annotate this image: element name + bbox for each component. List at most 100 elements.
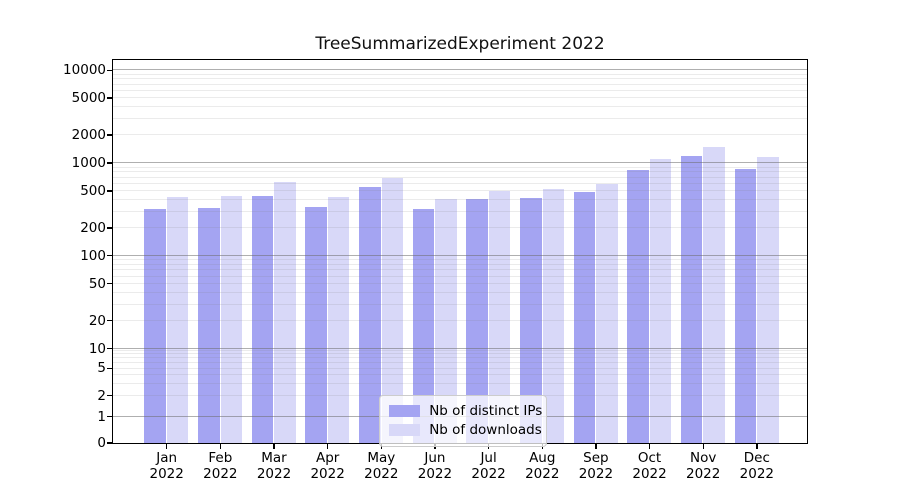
bars-layer <box>113 60 807 443</box>
gridline-8 <box>113 353 807 355</box>
x-tick-mark-dec <box>756 443 758 449</box>
y-tick-label-50: 50 <box>88 275 106 292</box>
y-tick-label-2: 2 <box>97 387 106 404</box>
legend-swatch-distinct-ips <box>389 405 421 418</box>
x-tick-label-feb: Feb 2022 <box>203 450 238 482</box>
gridline-20 <box>113 319 807 321</box>
gridline-700 <box>113 176 807 178</box>
legend-swatch-downloads <box>389 424 421 437</box>
gridline-200 <box>113 227 807 229</box>
bar-downloads-jan <box>166 196 189 443</box>
bar-distinct-ips-oct <box>627 170 649 443</box>
bar-distinct-ips-may <box>359 187 381 443</box>
bar-distinct-ips-sep <box>573 191 596 443</box>
x-tick-mark-jan <box>166 443 168 449</box>
y-tick-mark-50 <box>106 283 113 285</box>
bar-downloads-jun <box>435 198 457 443</box>
legend-item-downloads: Nb of downloads <box>389 421 542 440</box>
y-tick-mark-2000 <box>106 134 113 136</box>
x-tick-mark-oct <box>648 443 651 449</box>
gridline-10 <box>113 347 807 349</box>
gridline-5 <box>113 367 807 369</box>
gridline-60 <box>113 275 807 277</box>
y-tick-label-5000: 5000 <box>71 90 106 107</box>
y-tick-label-0: 0 <box>97 435 106 451</box>
bar-downloads-may <box>381 178 404 443</box>
y-tick-label-500: 500 <box>80 182 106 199</box>
x-tick-label-sep: Sep 2022 <box>578 450 614 482</box>
gridline-3000 <box>113 118 807 120</box>
gridline-6000 <box>113 90 807 92</box>
y-tick-label-1000: 1000 <box>71 155 106 171</box>
y-tick-label-10000: 10000 <box>63 62 106 79</box>
gridline-900 <box>113 166 807 168</box>
gridline-1000 <box>113 162 807 164</box>
x-tick-label-jul: Jul 2022 <box>471 450 506 482</box>
gridline-400 <box>113 199 807 201</box>
gridline-300 <box>113 210 807 212</box>
gridline-2000 <box>113 134 807 136</box>
x-tick-label-apr: Apr 2022 <box>310 450 345 482</box>
gridline-100 <box>113 255 807 257</box>
bar-distinct-ips-feb <box>198 208 220 443</box>
gridline-7 <box>113 357 807 359</box>
x-tick-mark-apr <box>326 443 329 449</box>
gridline-9000 <box>113 73 807 75</box>
bar-distinct-ips-apr <box>305 207 327 443</box>
bar-downloads-oct <box>649 159 672 443</box>
gridline-7000 <box>113 83 807 85</box>
gridline-70 <box>113 269 807 271</box>
y-tick-mark-100 <box>106 255 113 257</box>
bar-downloads-mar <box>274 181 296 443</box>
bar-downloads-dec <box>757 156 779 443</box>
bar-downloads-jul <box>488 191 511 443</box>
bar-distinct-ips-nov <box>680 156 703 443</box>
x-tick-label-aug: Aug 2022 <box>525 450 560 482</box>
y-tick-label-200: 200 <box>80 219 106 236</box>
y-tick-mark-20 <box>106 319 113 322</box>
y-tick-mark-10000 <box>106 69 113 71</box>
y-tick-mark-500 <box>106 190 113 192</box>
gridline-600 <box>113 182 807 184</box>
y-tick-mark-5 <box>106 367 113 369</box>
gridline-800 <box>113 171 807 173</box>
bar-distinct-ips-dec <box>734 169 757 443</box>
legend-label-distinct-ips: Nb of distinct IPs <box>429 403 543 420</box>
gridlines-layer <box>113 60 807 443</box>
gridline-4000 <box>113 106 807 108</box>
gridline-90 <box>113 259 807 261</box>
x-tick-label-nov: Nov 2022 <box>686 450 721 482</box>
bar-distinct-ips-jul <box>466 198 488 443</box>
legend: Nb of distinct IPs Nb of downloads <box>379 394 548 447</box>
x-tick-label-may: May 2022 <box>364 450 399 482</box>
legend-item-distinct-ips: Nb of distinct IPs <box>389 402 542 421</box>
bar-distinct-ips-jun <box>412 208 435 443</box>
x-tick-label-jun: Jun 2022 <box>417 450 453 482</box>
y-tick-mark-1000 <box>106 162 113 164</box>
x-tick-label-mar: Mar 2022 <box>256 450 292 482</box>
bar-downloads-apr <box>327 197 350 443</box>
y-tick-label-1: 1 <box>97 408 106 425</box>
bar-downloads-nov <box>703 146 725 443</box>
bar-distinct-ips-aug <box>520 197 542 443</box>
bar-downloads-feb <box>220 195 243 443</box>
gridline-10000 <box>113 69 807 71</box>
x-tick-mark-nov <box>702 443 704 449</box>
bar-distinct-ips-jan <box>144 209 166 443</box>
bar-downloads-aug <box>542 188 565 443</box>
gridline-500 <box>113 190 807 192</box>
gridline-50 <box>113 283 807 285</box>
y-tick-label-20: 20 <box>88 312 106 329</box>
x-tick-label-jan: Jan 2022 <box>149 450 184 482</box>
y-tick-mark-10 <box>106 347 113 350</box>
gridline-30 <box>113 303 807 305</box>
y-tick-label-100: 100 <box>80 247 106 264</box>
gridline-4 <box>113 374 807 376</box>
y-tick-mark-5000 <box>106 97 113 99</box>
x-tick-mark-sep <box>595 443 597 449</box>
chart-title: TreeSummarizedExperiment 2022 <box>315 34 605 54</box>
gridline-8000 <box>113 78 807 80</box>
y-tick-mark-200 <box>106 227 113 229</box>
x-tick-mark-feb <box>219 443 222 449</box>
